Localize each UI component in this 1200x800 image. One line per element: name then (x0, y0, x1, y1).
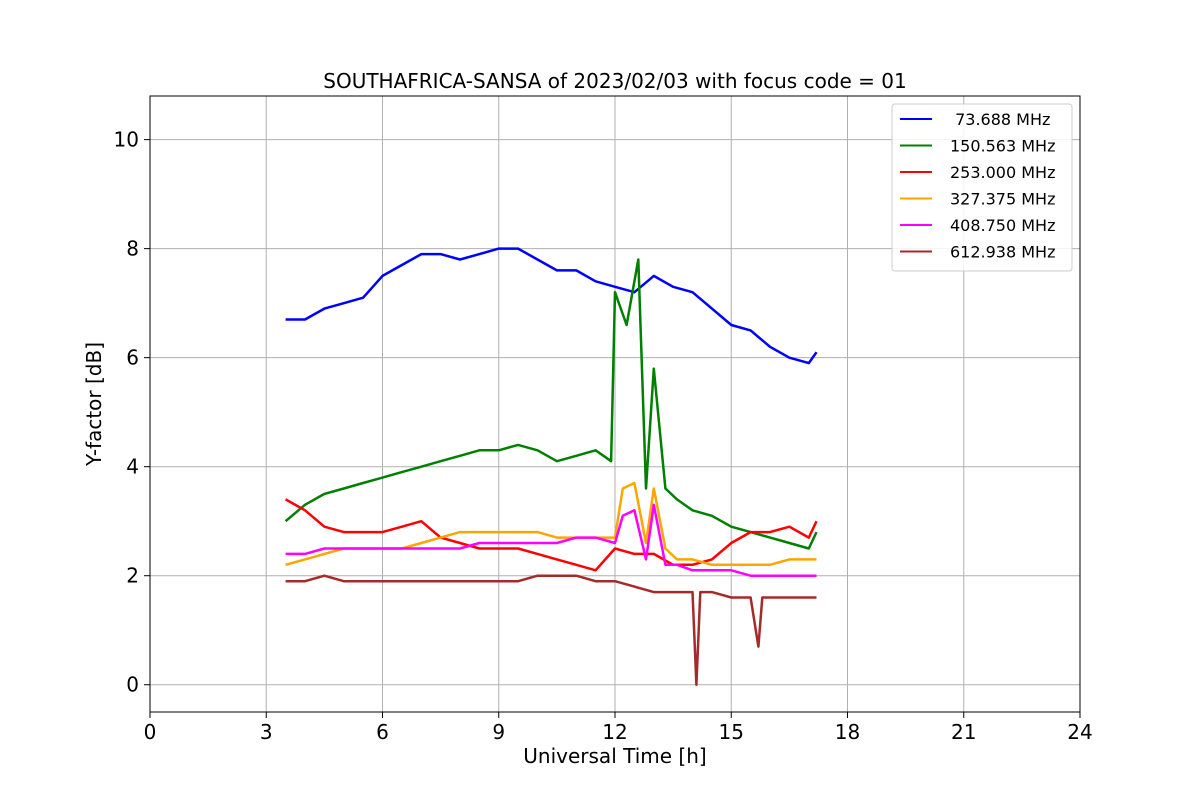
y-tick-label: 2 (126, 564, 139, 588)
legend: 73.688 MHz 150.563 MHz 253.000 MHz 327.375 … (891, 103, 1073, 272)
legend-label: 73.688 MHz (950, 110, 1050, 129)
x-tick-label: 6 (376, 720, 389, 744)
legend-label: 150.563 MHz (950, 137, 1055, 156)
legend-label: 408.750 MHz (950, 216, 1055, 235)
y-axis-label: Y-factor [dB] (82, 342, 106, 467)
series-lines (284, 247, 818, 686)
series-line-4 (285, 503, 817, 577)
y-tick-label: 6 (126, 346, 139, 370)
x-tick-label: 0 (144, 720, 157, 744)
series-line-1 (284, 258, 818, 550)
x-tick-label: 3 (260, 720, 273, 744)
x-tick-label: 9 (492, 720, 505, 744)
x-tick-label: 15 (719, 720, 744, 744)
series-line-5 (285, 574, 817, 686)
series-line-3 (285, 481, 817, 567)
x-tick-label: 18 (835, 720, 860, 744)
y-tick-label: 10 (114, 128, 139, 152)
x-tick-label: 21 (951, 720, 976, 744)
legend-label: 253.000 MHz (950, 163, 1055, 182)
legend-box (891, 103, 1073, 272)
legend-label: 612.938 MHz (950, 243, 1055, 262)
x-tick-label: 24 (1067, 720, 1092, 744)
legend-label: 327.375 MHz (950, 190, 1055, 209)
x-axis-label: Universal Time [h] (523, 744, 706, 768)
y-tick-label: 0 (126, 673, 139, 697)
x-tick-label: 12 (602, 720, 627, 744)
y-tick-label: 4 (126, 455, 139, 479)
y-tick-label: 8 (126, 237, 139, 261)
series-line-0 (285, 247, 818, 365)
chart-title: SOUTHAFRICA-SANSA of 2023/02/03 with foc… (323, 69, 907, 93)
series-line-2 (284, 498, 818, 572)
